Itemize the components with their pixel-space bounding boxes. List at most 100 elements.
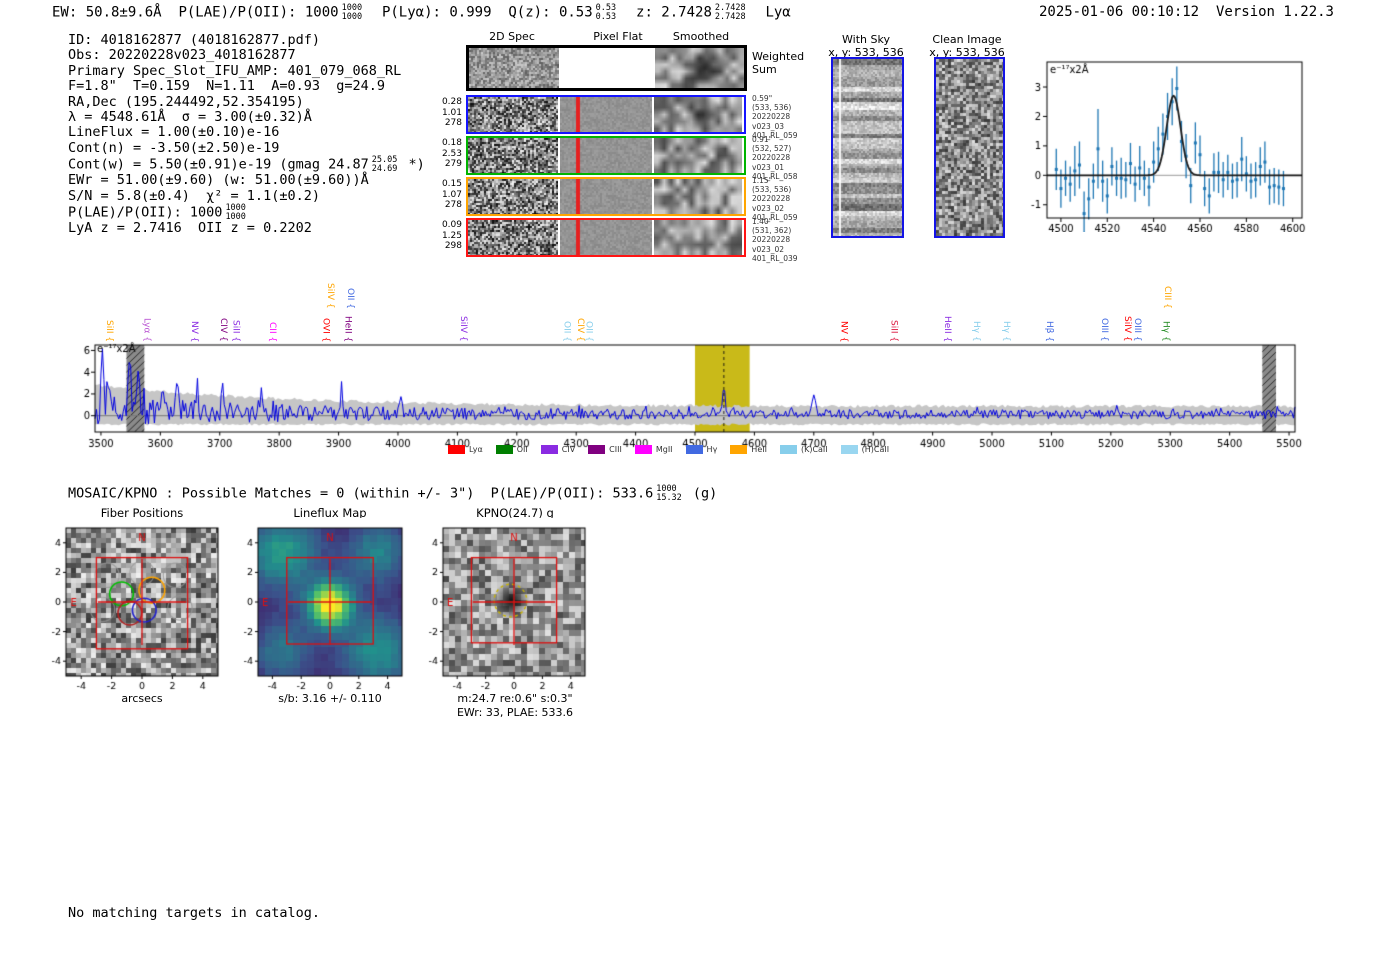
row-smoothed-image	[654, 138, 742, 173]
lineflux-map-panel	[232, 518, 422, 693]
legend-item: OII	[495, 445, 528, 454]
spectral-line-label: Hγ {	[971, 321, 982, 342]
stacked-fraction: 1000 1000	[341, 3, 363, 22]
spectral-line-label: OVI {	[320, 317, 331, 342]
stacked-fraction: 2.7428 2.7428	[714, 3, 746, 22]
info-line: LineFlux = 1.00(±0.10)e-16	[68, 124, 280, 141]
legend-swatch	[634, 445, 652, 454]
detection-info-block: ID: 4018162877 (4018162877.pdf) Obs: 2022…	[68, 32, 425, 236]
row-2d-spec-image	[468, 138, 558, 173]
stacked-fraction: 1000 15.32	[656, 484, 682, 503]
info-line: Cont(n) = -3.50(±2.50)e-19	[68, 139, 280, 156]
row-2d-spec-image	[468, 97, 558, 132]
lineflux-map-xlabel: s/b: 3.16 +/- 0.110	[278, 692, 382, 705]
clean-image-coords: x, y: 533, 536	[929, 46, 1005, 59]
info-line: Cont(w) = 5.50(±0.91)e-19 (gmag 24.87 25.…	[68, 155, 425, 174]
cutout-row	[466, 177, 746, 216]
kpno-cutout-panel	[417, 518, 607, 693]
with-sky-image	[833, 59, 902, 236]
with-sky-title: With Sky	[842, 33, 890, 46]
column-title-smoothed: Smoothed	[672, 30, 730, 43]
cutout-row	[466, 136, 746, 175]
stacked-fraction: 1000 1000	[225, 203, 246, 222]
spectral-line-label: SiIV {	[324, 283, 335, 309]
row-fiber-id-labels: 0.59" (533, 536) 20220228 v023_03 401_RL_059	[752, 94, 798, 140]
kpno-cutout-title: KPNO(24.7) g	[476, 506, 554, 520]
legend-item: MgII	[634, 445, 673, 454]
stacked-fraction: 25.05 24.69	[371, 155, 398, 174]
row-smoothed-image	[654, 97, 742, 132]
cutout-row	[466, 95, 746, 134]
spectral-line-label: SiII {	[103, 319, 114, 342]
weighted-2d-spec-image	[469, 48, 559, 88]
clean-image	[936, 59, 1003, 236]
emission-line-fit-chart	[1022, 48, 1308, 232]
mosaic-match-line: MOSAIC/KPNO : Possible Matches = 0 (with…	[68, 484, 718, 503]
catalog-match-note: No matching targets in catalog. Row inte…	[68, 875, 320, 953]
info-line: P(LAE)/P(OII): 1000 1000 1000	[68, 203, 246, 222]
clean-image-panel	[934, 57, 1005, 238]
legend-item: Hγ	[685, 445, 717, 454]
info-line: Obs: 20220228v023_4018162877	[68, 47, 296, 64]
row-smoothed-image	[654, 179, 742, 214]
full-spectrum-chart	[60, 338, 1320, 460]
with-sky-coords: x, y: 533, 536	[828, 46, 904, 59]
row-stat-labels: 0.18 2.53 279	[441, 138, 462, 169]
weighted-smoothed-image	[655, 48, 744, 88]
footer-line-2: Row intentionally blank.	[68, 951, 320, 953]
spectral-line-label: NV {	[838, 320, 849, 342]
row-pixel-flat-image	[560, 138, 652, 173]
legend-swatch	[540, 445, 558, 454]
cutout-row	[466, 218, 746, 257]
spectral-line-label: HeII {	[342, 315, 353, 342]
spectral-line-label: CIV {	[574, 318, 585, 342]
info-line: Primary Spec_Slot_IFU_AMP: 401_079_068_R…	[68, 62, 402, 79]
spectral-line-label: SiII {	[230, 319, 241, 342]
spectral-line-label: NV {	[188, 320, 199, 342]
row-fiber-id-labels: 0.91" (532, 527) 20220228 v023_01 401_RL_058	[752, 135, 798, 181]
spectral-line-label: OII {	[561, 321, 572, 342]
spectral-line-legend: Lyα OII CIV CIII MgII Hγ HeII (K)CaII (H)CaII	[448, 445, 889, 454]
row-smoothed-image	[654, 220, 742, 255]
spectral-line-label: SiII {	[888, 319, 899, 342]
row-fiber-id-labels: 1.40" (531, 362) 20220228 v023_02 401_RL_039	[752, 217, 798, 263]
legend-item: (H)CaII	[840, 445, 889, 454]
info-line: ID: 4018162877 (4018162877.pdf)	[68, 32, 320, 48]
stacked-fraction: 0.53 0.53	[595, 3, 617, 22]
fiber-positions-title: Fiber Positions	[100, 506, 184, 520]
row-pixel-flat-image	[560, 220, 652, 255]
weighted-sum-row	[466, 45, 747, 91]
spectral-line-label: CII {	[267, 321, 278, 342]
info-line: λ = 4548.61Å σ = 3.00(±0.32)Å	[68, 109, 312, 126]
column-title-pixel-flat: Pixel Flat	[593, 30, 643, 43]
row-pixel-flat-image	[560, 97, 652, 132]
spectral-line-label: Hβ {	[1044, 320, 1055, 342]
spectral-line-label: OII {	[583, 321, 594, 342]
with-sky-panel	[831, 57, 904, 238]
column-title-2d-spec: 2D Spec	[489, 30, 535, 43]
row-pixel-flat-image	[560, 179, 652, 214]
spectral-line-label: Hγ {	[1000, 321, 1011, 342]
fiber-positions-panel	[40, 518, 230, 693]
spectral-line-label: CIII {	[1161, 286, 1172, 309]
spectral-line-label: Lyα {	[141, 317, 152, 342]
legend-swatch	[685, 445, 703, 454]
legend-item: CIV	[540, 445, 575, 454]
legend-item: Lyα	[448, 445, 483, 454]
report-timestamp: 2025-01-06 00:10:12	[1038, 4, 1200, 20]
row-2d-spec-image	[468, 220, 558, 255]
version-label: Version 1.22.3	[1215, 4, 1334, 20]
spectral-line-label: OIII {	[1132, 318, 1143, 342]
header-timestamp-version: 2025-01-06 00:10:12 Version 1.22.3	[1039, 4, 1334, 20]
kpno-cutout-xlabel: m:24.7 re:0.6" s:0.3"	[457, 692, 573, 705]
legend-swatch	[840, 445, 858, 454]
legend-swatch	[730, 445, 748, 454]
row-stat-labels: 0.09 1.25 298	[441, 220, 462, 251]
row-fiber-id-labels: 1.15" (533, 536) 20220228 v023_02 401_RL_059	[752, 176, 798, 222]
spectral-line-label: CIV {	[217, 318, 228, 342]
spectral-line-label: SiIV {	[1122, 316, 1133, 342]
row-2d-spec-image	[468, 179, 558, 214]
info-line: F=1.8" T=0.159 N=1.11 A=0.93 g=24.9	[68, 78, 385, 95]
kpno-cutout-xlabel2: EWr: 33, PLAE: 533.6	[456, 706, 574, 719]
